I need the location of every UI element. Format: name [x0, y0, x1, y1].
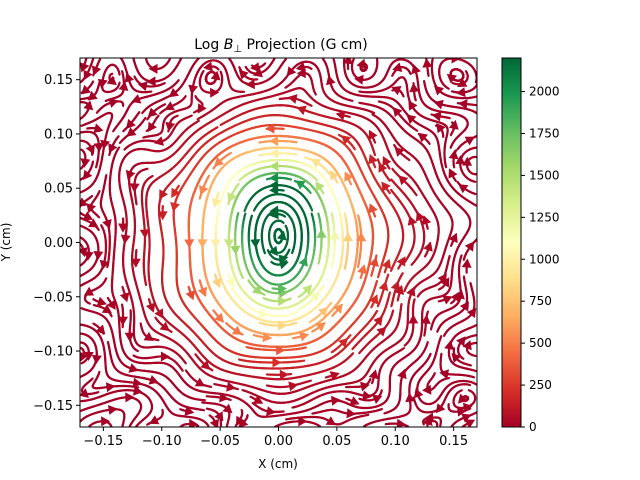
streamline-segment: [304, 156, 309, 160]
streamline: [273, 227, 287, 245]
streamline-segment: [293, 321, 298, 325]
streamline: [267, 219, 290, 256]
streamline: [266, 248, 291, 265]
streamline-segment: [261, 292, 266, 296]
streamline: [223, 171, 330, 310]
streamline-segment: [263, 250, 267, 255]
streamline-arrow: [269, 209, 279, 220]
streamline: [270, 259, 289, 270]
streamline-arrow: [250, 239, 261, 249]
streamline: [316, 212, 327, 265]
streamline-segment: [386, 273, 390, 278]
chart-title: Log B⊥ Projection (G cm): [194, 37, 367, 55]
streamline-segment: [310, 212, 314, 217]
streamline: [271, 283, 288, 294]
streamline-segment: [375, 279, 379, 284]
streamline-segment: [287, 248, 291, 253]
streamline-segment: [241, 275, 244, 280]
streamline-arrow: [316, 228, 327, 238]
streamline-segment: [279, 238, 283, 244]
streamline-segment: [400, 272, 404, 276]
streamline-arrow: [278, 259, 289, 270]
streamline-segment: [375, 309, 379, 314]
streamline-segment: [348, 334, 352, 338]
plot-area: [79, 57, 478, 428]
streamline-segment: [238, 178, 242, 182]
streamline-arrow: [277, 283, 288, 294]
streamline-segment: [252, 207, 256, 212]
streamline-arrow: [276, 230, 287, 241]
streamline: [247, 193, 310, 286]
streamline-segment: [329, 301, 333, 306]
streamline: [269, 209, 287, 220]
streamline-segment: [212, 165, 216, 170]
streamline-segment: [287, 297, 292, 301]
streamline-segment: [227, 201, 230, 206]
streamline: [250, 200, 303, 277]
streamline-segment: [243, 208, 247, 213]
streamline-arrow: [298, 256, 308, 267]
streamline-segment: [321, 284, 325, 289]
streamline-segment: [284, 224, 288, 229]
streamline-segment: [295, 310, 300, 314]
streamline-arrow: [268, 245, 278, 256]
streamlines-layer: [80, 58, 477, 427]
